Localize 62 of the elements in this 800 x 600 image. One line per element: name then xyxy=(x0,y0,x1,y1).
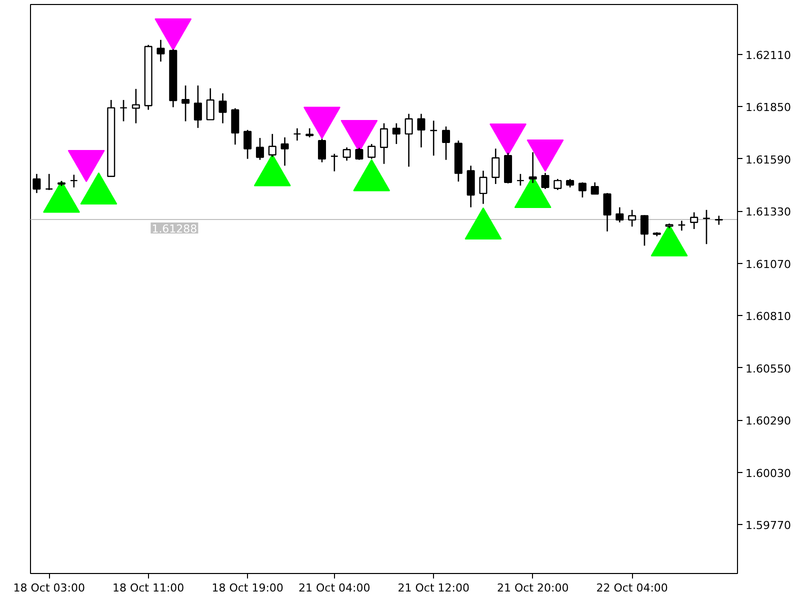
candlestick xyxy=(306,128,314,138)
y-tick-label: 1.60550 xyxy=(746,362,791,376)
candlestick xyxy=(368,143,376,160)
candlestick xyxy=(492,148,500,185)
candlestick xyxy=(156,39,165,62)
candlestick xyxy=(578,182,586,198)
ref-line-label: 1.61288 xyxy=(152,222,198,236)
candlestick xyxy=(640,214,648,246)
y-tick-label: 1.61850 xyxy=(746,101,791,114)
candlestick xyxy=(120,99,128,122)
candlestick xyxy=(442,126,450,161)
y-tick-label: 1.61330 xyxy=(746,206,791,219)
candlestick xyxy=(603,192,612,232)
candlestick xyxy=(404,113,413,168)
candlestick xyxy=(690,212,698,230)
candlestick xyxy=(616,206,624,224)
y-tick-label: 1.62110 xyxy=(746,48,791,62)
y-tick-label: 1.61070 xyxy=(746,258,791,271)
x-tick-label: 18 Oct 11:00 xyxy=(112,582,184,594)
y-tick-label: 1.60290 xyxy=(746,414,791,428)
candlestick xyxy=(132,88,140,124)
y-tick-label: 1.61590 xyxy=(746,153,791,166)
candlestick xyxy=(32,173,41,194)
candlestick xyxy=(206,88,214,120)
x-tick-label: 18 Oct 19:00 xyxy=(212,582,284,594)
candlestick xyxy=(528,152,537,184)
candlestick xyxy=(590,182,599,195)
candlestick xyxy=(392,122,400,145)
candlestick xyxy=(268,133,276,158)
candlestick xyxy=(516,173,524,186)
x-tick-label: 18 Oct 03:00 xyxy=(13,582,85,594)
candlestick xyxy=(194,84,202,129)
y-tick-label: 1.60810 xyxy=(746,310,791,324)
candlestick xyxy=(182,84,190,122)
candlestick xyxy=(45,173,54,191)
candlestick xyxy=(714,215,723,226)
candlestick xyxy=(330,153,338,172)
candlestick xyxy=(702,209,710,245)
x-tick-label: 21 Oct 12:00 xyxy=(398,582,470,594)
candlestick xyxy=(541,172,550,190)
candlestick xyxy=(280,136,289,166)
candlestick xyxy=(417,113,426,148)
candlestick xyxy=(293,128,302,142)
y-tick-label: 1.59770 xyxy=(746,519,791,532)
candlestick xyxy=(231,108,240,146)
candlestick xyxy=(479,170,488,205)
candlestick xyxy=(342,146,351,162)
candlestick xyxy=(318,138,326,163)
candlestick xyxy=(218,92,227,124)
candlestick xyxy=(70,174,78,188)
candlestick xyxy=(430,120,438,156)
y-tick-label: 1.60030 xyxy=(746,466,791,480)
candlestick xyxy=(554,178,562,191)
candlestick xyxy=(256,137,264,161)
x-tick-label: 21 Oct 04:00 xyxy=(298,582,370,594)
x-tick-label: 21 Oct 20:00 xyxy=(496,582,569,594)
candlestick xyxy=(628,209,636,228)
x-tick-label: 22 Oct 04:00 xyxy=(596,582,668,594)
candlestick xyxy=(380,122,388,165)
candlestick xyxy=(678,220,686,232)
candlestick xyxy=(244,129,252,160)
candlestick xyxy=(355,147,364,161)
